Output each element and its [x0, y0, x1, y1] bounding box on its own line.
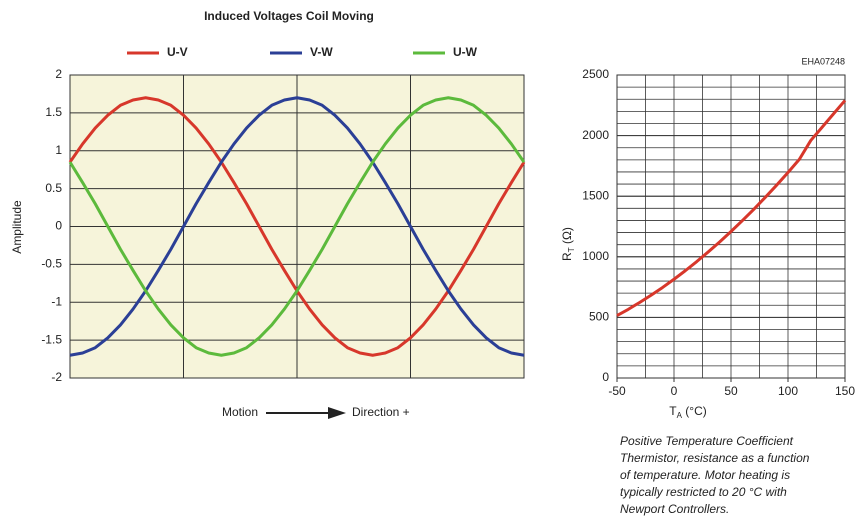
x-tick-label: 150: [835, 384, 855, 398]
y-tick-label: 0: [55, 219, 62, 233]
x-axis-label: TA (°C): [669, 404, 706, 420]
y-tick-label: -1.5: [41, 332, 62, 346]
x-tick-label: 100: [778, 384, 798, 398]
caption: Thermistor, resistance as a function: [620, 451, 810, 465]
label-sub: T: [567, 247, 576, 252]
caption: typically restricted to 20 °C with: [620, 485, 787, 499]
caption: Positive Temperature Coefficient: [620, 434, 794, 448]
y-tick-label: -2: [51, 370, 62, 384]
label-part: (Ω): [560, 227, 574, 247]
legend-label: U-W: [453, 45, 478, 59]
y-tick-label: 1500: [582, 188, 609, 202]
y-axis-label: RT (Ω): [560, 227, 576, 261]
caption: Newport Controllers.: [620, 502, 729, 516]
label-part: (°C): [682, 404, 707, 418]
y-tick-label: 500: [589, 310, 609, 324]
chart-title: Induced Voltages Coil Moving: [204, 9, 374, 23]
legend-label: V-W: [310, 45, 333, 59]
y-tick-label: 2000: [582, 128, 609, 142]
annotation: EHA07248: [801, 56, 845, 66]
x-tick-label: 50: [724, 384, 738, 398]
x-tick-label: -50: [608, 384, 626, 398]
x-tick-label: 0: [671, 384, 678, 398]
series-line: [616, 99, 847, 317]
caption: of temperature. Motor heating is: [620, 468, 790, 482]
label-part: T: [669, 404, 677, 418]
y-tick-label: 2: [55, 67, 62, 81]
label-part: R: [560, 252, 574, 261]
y-tick-label: 1.5: [45, 105, 62, 119]
label-sub: A: [677, 411, 683, 420]
x-axis-label: Direction +: [352, 405, 410, 419]
series-line: [68, 96, 526, 357]
y-axis-label: Amplitude: [10, 200, 24, 254]
y-tick-label: 1: [55, 143, 62, 157]
y-tick-label: -1: [51, 294, 62, 308]
plot-frame: [616, 74, 846, 379]
arrow-head: [328, 407, 346, 419]
x-axis-label: Motion: [222, 405, 258, 419]
y-tick-label: 1000: [582, 249, 609, 263]
y-tick-label: 2500: [582, 67, 609, 81]
y-tick-label: -0.5: [41, 257, 62, 271]
y-tick-label: 0: [602, 370, 609, 384]
legend-label: U-V: [167, 45, 188, 59]
plot-frame: [69, 74, 525, 379]
y-tick-label: 0.5: [45, 181, 62, 195]
